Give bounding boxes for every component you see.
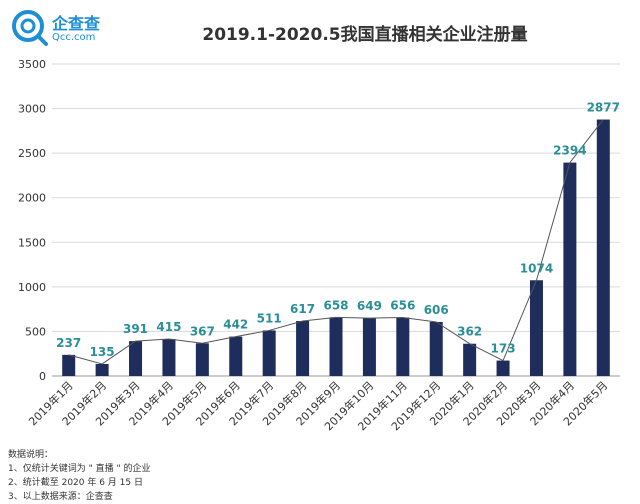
- data-label: 173: [491, 342, 516, 356]
- bar: [396, 317, 410, 376]
- logo-name: 企查查: [52, 14, 101, 33]
- logo-domain: Qcc.com: [52, 32, 96, 43]
- bar: [563, 162, 577, 376]
- y-tick-label: 1500: [18, 236, 46, 249]
- note-item-2: 2、统计截至 2020 年 6 月 15 日: [8, 478, 143, 488]
- notes-heading: 数据说明：: [8, 450, 54, 460]
- data-label: 442: [223, 318, 248, 332]
- bar: [496, 360, 510, 376]
- trend-line: [68, 119, 604, 365]
- logo: 企查查 Qcc.com: [10, 8, 120, 52]
- note-item-1: 1、仅统计关键词为 " 直播 " 的企业: [8, 464, 151, 474]
- bar: [129, 341, 143, 376]
- bar: [329, 317, 343, 376]
- bar-chart: 0 500 1000 1500 2000 2500 3000 3500 237 135 391 41…: [18, 58, 620, 433]
- bar: [195, 343, 209, 376]
- y-tick-label: 1000: [18, 281, 46, 294]
- bar: [229, 336, 243, 376]
- data-notes: 数据说明： 1、仅统计关键词为 " 直播 " 的企业 2、统计截至 2020 年…: [8, 448, 150, 504]
- data-label: 237: [56, 336, 81, 350]
- bar: [529, 280, 543, 376]
- data-label: 415: [156, 320, 181, 334]
- bar: [62, 354, 76, 376]
- data-label: 617: [290, 302, 315, 316]
- data-label: 656: [390, 299, 415, 313]
- data-label: 367: [190, 324, 215, 338]
- data-label: 658: [323, 298, 348, 312]
- data-label: 2877: [587, 101, 620, 115]
- data-label: 362: [457, 325, 482, 339]
- y-tick-label: 500: [25, 325, 46, 338]
- y-tick-label: 2000: [18, 192, 46, 205]
- y-tick-label: 2500: [18, 147, 46, 160]
- data-label: 135: [90, 345, 115, 359]
- y-tick-label: 3000: [18, 103, 46, 116]
- bar: [596, 119, 610, 376]
- bar: [362, 318, 376, 376]
- y-tick-label: 3500: [18, 58, 46, 71]
- data-label: 649: [357, 299, 382, 313]
- data-label: 2394: [553, 144, 586, 158]
- bar: [162, 339, 176, 376]
- bar: [429, 321, 443, 376]
- data-label: 511: [257, 311, 282, 325]
- y-tick-label: 0: [39, 370, 46, 383]
- bar: [262, 330, 276, 376]
- chart-title: 2019.1-2020.5我国直播相关企业注册量: [202, 25, 528, 45]
- bar: [95, 363, 109, 376]
- note-item-3: 3、以上数据来源：企查查: [8, 492, 113, 502]
- qcc-logo-icon: [12, 10, 48, 46]
- bar: [463, 343, 477, 376]
- bar: [296, 320, 310, 376]
- data-label: 606: [424, 303, 449, 317]
- data-label: 1074: [520, 261, 553, 275]
- data-label: 391: [123, 322, 148, 336]
